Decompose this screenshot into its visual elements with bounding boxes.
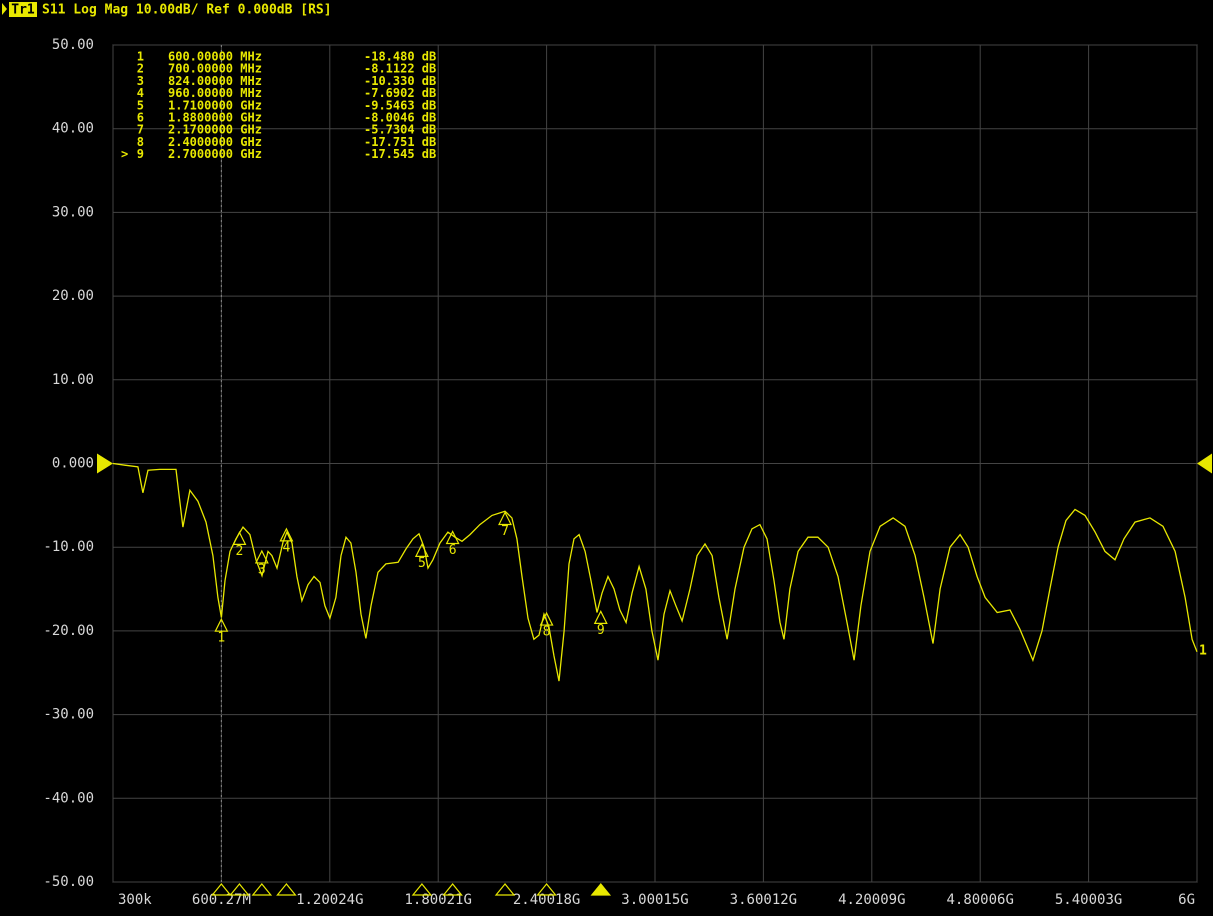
marker-table-frequency: 600.00000 MHz xyxy=(168,50,262,64)
y-tick-label: 50.00 xyxy=(52,37,94,53)
y-tick-label: 20.00 xyxy=(52,288,94,304)
marker-table-frequency: 1.8800000 GHz xyxy=(168,111,262,125)
marker-table-number: 4 xyxy=(137,86,144,100)
marker-number: 2 xyxy=(236,544,244,559)
marker-table-number: 2 xyxy=(137,62,144,76)
marker-table-frequency: 2.1700000 GHz xyxy=(168,123,262,137)
trace-label: 1 xyxy=(1199,643,1207,658)
marker-table-number: 1 xyxy=(137,50,144,64)
x-tick-label: 3.60012G xyxy=(730,892,797,908)
axis-marker xyxy=(411,883,433,896)
marker-table-value: -9.5463 dB xyxy=(364,98,436,112)
axis-marker xyxy=(442,883,463,896)
x-tick-label: 5.40003G xyxy=(1055,892,1122,908)
y-tick-label: -10.00 xyxy=(43,539,94,555)
marker-number: 4 xyxy=(282,540,290,555)
marker-number: 3 xyxy=(258,562,266,577)
marker-table-number: 9 xyxy=(137,147,144,161)
y-tick-label: -50.00 xyxy=(43,874,94,890)
marker-table-value: -8.0046 dB xyxy=(364,111,436,125)
marker-number: 6 xyxy=(449,543,457,558)
marker-table-number: 7 xyxy=(137,123,144,137)
axis-marker xyxy=(229,883,250,896)
y-tick-label: 40.00 xyxy=(52,121,94,137)
marker-table-value: -17.545 dB xyxy=(364,147,436,161)
marker-symbol xyxy=(214,617,229,632)
marker-table-number: 3 xyxy=(137,74,144,88)
chart-title: S11 Log Mag 10.00dB/ Ref 0.000dB [RS] xyxy=(42,3,332,18)
trace-badge xyxy=(9,2,37,17)
trace-name: Tr1 xyxy=(11,3,35,18)
marker-number: 5 xyxy=(418,556,426,571)
x-tick-label: 300k xyxy=(118,892,152,908)
axis-marker xyxy=(211,883,232,896)
y-tick-label: 10.00 xyxy=(52,372,94,388)
x-tick-label: 3.00015G xyxy=(621,892,688,908)
y-tick-label: -40.00 xyxy=(43,790,94,806)
marker-symbol xyxy=(539,611,554,626)
y-tick-label: -30.00 xyxy=(43,707,94,723)
x-tick-label: 2.40018G xyxy=(513,892,580,908)
marker-table-frequency: 960.00000 MHz xyxy=(168,86,262,100)
x-tick-label: 6G xyxy=(1178,892,1195,908)
x-tick-label: 600.27M xyxy=(192,892,251,908)
axis-marker xyxy=(276,883,297,896)
marker-table-number: 8 xyxy=(137,135,144,149)
marker-symbol xyxy=(445,530,460,545)
marker-symbol xyxy=(414,543,429,558)
marker-table-number: 6 xyxy=(137,111,144,125)
marker-table-frequency: 700.00000 MHz xyxy=(168,62,262,76)
x-tick-label: 1.80021G xyxy=(404,892,471,908)
marker-number: 1 xyxy=(217,631,225,646)
y-tick-label: 30.00 xyxy=(52,204,94,220)
marker-table-value: -18.480 dB xyxy=(364,50,436,64)
marker-table-frequency: 1.7100000 GHz xyxy=(168,98,262,112)
x-tick-label: 1.20024G xyxy=(296,892,363,908)
axis-marker xyxy=(590,883,612,896)
marker-table-value: -17.751 dB xyxy=(364,135,436,149)
marker-table-frequency: 2.7000000 GHz xyxy=(168,147,262,161)
marker-symbol xyxy=(498,511,512,526)
reference-indicator xyxy=(97,453,113,474)
axis-marker xyxy=(251,883,273,896)
reference-indicator xyxy=(1197,453,1212,474)
trace xyxy=(112,462,1198,682)
marker-table-number: 5 xyxy=(137,98,144,112)
axis-marker xyxy=(494,883,516,896)
axis-marker xyxy=(536,883,557,896)
marker-table-value: -7.6902 dB xyxy=(364,86,436,100)
y-tick-label: -20.00 xyxy=(43,623,94,639)
marker-table-frequency: 2.4000000 GHz xyxy=(168,135,262,149)
marker-table-frequency: 824.00000 MHz xyxy=(168,74,262,88)
marker-symbol xyxy=(279,527,294,542)
marker-number: 7 xyxy=(501,524,509,539)
marker-table-value: -5.7304 dB xyxy=(364,123,436,137)
marker-symbol xyxy=(593,610,608,624)
marker-symbol xyxy=(232,531,247,545)
active-marker-symbol: > xyxy=(121,147,128,161)
trace-indicator xyxy=(2,3,7,15)
marker-table-value: -10.330 dB xyxy=(364,74,436,88)
x-tick-label: 4.20009G xyxy=(838,892,905,908)
marker-table-value: -8.1122 dB xyxy=(364,62,436,76)
marker-number: 9 xyxy=(597,623,605,638)
marker-symbol xyxy=(254,549,269,564)
marker-number: 8 xyxy=(543,625,551,640)
x-tick-label: 4.80006G xyxy=(946,892,1013,908)
y-tick-label: 0.000 xyxy=(52,456,94,472)
